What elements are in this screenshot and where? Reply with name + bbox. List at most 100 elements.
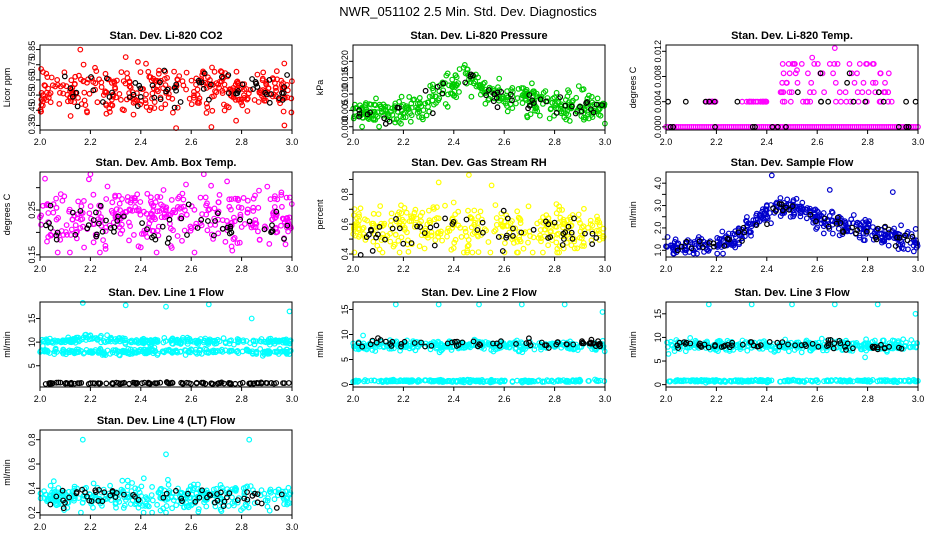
data-point: [468, 93, 475, 100]
black-point: [90, 217, 97, 224]
data-point: [876, 378, 883, 384]
data-point: [848, 216, 855, 223]
data-point: [780, 89, 787, 96]
black-point: [59, 487, 66, 494]
data-point: [414, 379, 421, 385]
data-points: [350, 172, 607, 258]
x-tick-label: 2.0: [34, 264, 47, 274]
data-point: [501, 218, 508, 225]
x-tick-label: 2.2: [84, 522, 97, 532]
data-point: [97, 334, 104, 341]
black-point: [894, 234, 900, 241]
black-point: [273, 208, 280, 215]
data-point: [553, 89, 560, 96]
black-point: [537, 96, 544, 103]
data-point: [148, 217, 155, 224]
black-point: [836, 337, 843, 344]
outlier-point: [435, 179, 442, 186]
x-tick-label: 2.8: [861, 394, 874, 404]
data-point: [138, 230, 145, 237]
data-point: [477, 208, 484, 215]
data-points: [37, 436, 294, 516]
data-point: [596, 230, 603, 237]
data-point: [138, 483, 145, 490]
black-point: [198, 216, 205, 223]
data-point: [260, 69, 267, 76]
data-point: [743, 378, 749, 385]
data-point: [885, 70, 892, 77]
data-point: [863, 225, 869, 232]
data-point: [808, 79, 815, 86]
data-point: [515, 249, 521, 256]
x-tick-label: 3.0: [599, 394, 612, 404]
black-point: [783, 123, 789, 130]
chart-title: Stan. Dev. Li-820 CO2: [110, 30, 223, 42]
data-point: [168, 493, 175, 500]
data-point: [404, 229, 410, 236]
data-point: [910, 343, 916, 350]
black-point: [139, 380, 145, 387]
data-point: [132, 197, 138, 204]
data-point: [225, 104, 232, 111]
y-axis-label: ml/min: [628, 201, 638, 228]
black-point: [136, 82, 143, 89]
data-point: [841, 377, 847, 384]
data-point: [913, 244, 920, 251]
black-point: [837, 220, 844, 226]
black-point: [85, 381, 92, 387]
outlier-point: [163, 509, 169, 516]
data-point: [872, 79, 879, 86]
data-point: [392, 231, 399, 238]
data-points: [37, 171, 295, 256]
black-point: [741, 229, 748, 236]
black-point: [545, 221, 552, 228]
data-point: [196, 350, 203, 356]
data-point: [163, 204, 170, 211]
black-point: [173, 81, 180, 88]
black-point: [79, 486, 85, 493]
plot-frame: [352, 301, 606, 388]
data-point: [420, 116, 426, 123]
black-point: [204, 218, 211, 224]
data-point: [180, 196, 187, 203]
black-point: [568, 229, 575, 236]
data-point: [556, 249, 562, 256]
data-point: [188, 77, 195, 84]
data-point: [363, 108, 370, 115]
data-point: [127, 501, 134, 507]
data-point: [469, 249, 476, 256]
y-tick-label: 0.55: [27, 86, 37, 104]
data-point: [485, 239, 492, 245]
black-point: [774, 123, 781, 130]
chart-title: Stan. Dev. Line 4 (LT) Flow: [97, 415, 236, 427]
data-point: [406, 345, 413, 352]
data-point: [223, 217, 230, 224]
data-point: [64, 231, 70, 238]
black-point: [440, 80, 447, 87]
data-point: [224, 178, 231, 185]
black-point: [48, 380, 54, 387]
data-point: [458, 233, 465, 240]
black-point: [202, 380, 209, 387]
data-point: [413, 341, 419, 348]
black-point: [109, 89, 115, 96]
black-point: [712, 123, 718, 130]
data-point: [351, 249, 358, 256]
black-point: [159, 223, 166, 230]
black-point: [144, 226, 150, 233]
data-point: [439, 237, 446, 244]
data-point: [244, 108, 251, 114]
data-point: [220, 101, 227, 108]
y-tick-label: 0.004: [653, 90, 663, 113]
data-point: [201, 338, 208, 344]
data-point: [848, 70, 855, 77]
data-point: [376, 123, 383, 130]
data-point: [91, 335, 98, 342]
data-point: [131, 194, 138, 201]
black-point: [565, 223, 572, 230]
data-point: [124, 75, 131, 81]
black-point: [199, 487, 206, 494]
data-point: [854, 89, 861, 96]
data-point: [803, 215, 810, 222]
